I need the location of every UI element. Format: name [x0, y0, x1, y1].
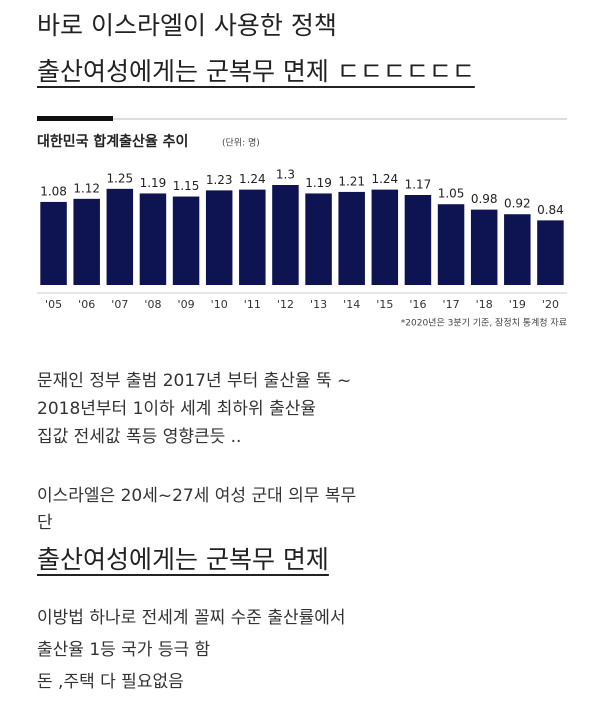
bar — [40, 201, 67, 285]
bar — [205, 190, 233, 285]
x-tick-label: '17 — [443, 298, 460, 311]
bar — [106, 188, 134, 285]
x-tick-label: '12 — [277, 298, 294, 311]
data-label: 1.15 — [173, 179, 200, 193]
x-tick-label: '06 — [78, 298, 95, 311]
data-label: 1.21 — [338, 174, 365, 188]
chart-subtitle: (단위: 명) — [222, 138, 260, 149]
text-line: 돈 ,주택 다 필요없음 — [37, 672, 184, 692]
bar — [470, 209, 498, 285]
x-tick-label: '11 — [244, 298, 261, 311]
data-label: 1.24 — [371, 172, 398, 186]
text-line: 문재인 정부 출범 2017년 부터 출산율 뚝 ~ — [37, 371, 352, 391]
text-line: 2018년부터 1이하 세계 최하위 출산율 — [37, 399, 317, 419]
data-label: 1.24 — [239, 172, 266, 186]
x-tick-label: '18 — [476, 298, 493, 311]
data-label: 1.12 — [73, 181, 100, 195]
bar — [239, 189, 266, 285]
x-tick-label: '07 — [111, 298, 128, 311]
data-label: 0.98 — [471, 192, 498, 206]
data-label: 1.17 — [405, 178, 432, 192]
x-tick-label: '19 — [509, 298, 526, 311]
text-line: 이방법 하나로 전세계 꼴찌 수준 출산률에서 — [37, 608, 346, 628]
x-tick-label: '10 — [211, 298, 228, 311]
data-label: 1.25 — [106, 171, 133, 185]
bar — [404, 195, 432, 285]
text-line: 출산여성에게는 군복무 면제 — [37, 545, 329, 574]
rule-accent — [37, 116, 113, 121]
bar — [437, 204, 465, 285]
chart: 대한민국 합계출산율 추이 (단위: 명) *2020년은 3분기 기준, 잠정… — [37, 116, 567, 329]
x-tick-label: '09 — [178, 298, 195, 311]
x-tick-label: '13 — [310, 298, 327, 311]
bar — [73, 198, 100, 285]
data-label: 1.05 — [438, 187, 465, 201]
header-line: 출산여성에게는 군복무 면제 ㄷㄷㄷㄷㄷㄷ — [37, 57, 475, 86]
chart-note: *2020년은 3분기 기준, 잠정치 통계청 자료 — [401, 317, 567, 329]
data-label: 1.19 — [305, 176, 332, 190]
data-label: 1.23 — [206, 173, 233, 187]
bar — [139, 193, 167, 285]
header-line: 바로 이스라엘이 사용한 정책 — [37, 11, 337, 40]
bar — [305, 193, 332, 285]
data-label: 0.84 — [537, 203, 564, 217]
bar — [338, 191, 365, 285]
data-label: 1.19 — [140, 176, 167, 190]
text-line: 이스라엘은 20세~27세 여성 군대 의무 복무 — [37, 486, 357, 506]
bar — [272, 185, 299, 285]
bar — [172, 196, 200, 285]
data-label: 1.08 — [40, 184, 67, 198]
x-tick-label: '20 — [542, 298, 559, 311]
data-label: 1.3 — [276, 168, 295, 182]
x-tick-label: '08 — [144, 298, 161, 311]
data-label: 0.92 — [504, 197, 531, 211]
text-line: 단 — [37, 513, 53, 533]
x-tick-label: '16 — [409, 298, 426, 311]
x-tick-label: '05 — [45, 298, 62, 311]
text-line: 집값 전세값 폭등 영향큰듯 .. — [37, 427, 242, 447]
bar — [504, 214, 531, 285]
x-tick-label: '15 — [376, 298, 393, 311]
text-line: 출산율 1등 국가 등극 함 — [37, 640, 211, 660]
bar — [537, 220, 564, 285]
x-tick-label: '14 — [343, 298, 360, 311]
bar — [371, 189, 399, 285]
chart-title: 대한민국 합계출산율 추이 — [37, 133, 188, 150]
